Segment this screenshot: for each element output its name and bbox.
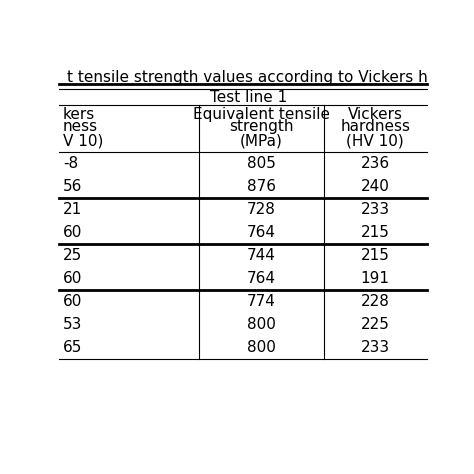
Text: 53: 53 bbox=[63, 317, 82, 332]
Text: 25: 25 bbox=[63, 248, 82, 263]
Text: 233: 233 bbox=[361, 202, 390, 217]
Text: 800: 800 bbox=[247, 317, 276, 332]
Text: 800: 800 bbox=[247, 340, 276, 355]
Text: (MPa): (MPa) bbox=[240, 133, 283, 148]
Text: 191: 191 bbox=[361, 271, 390, 286]
Text: 744: 744 bbox=[247, 248, 276, 263]
Text: kers: kers bbox=[63, 107, 95, 122]
Text: 60: 60 bbox=[63, 294, 82, 309]
Text: 764: 764 bbox=[247, 225, 276, 240]
Text: ness: ness bbox=[63, 119, 98, 135]
Text: V 10): V 10) bbox=[63, 133, 103, 148]
Text: 876: 876 bbox=[247, 179, 276, 194]
Text: 233: 233 bbox=[361, 340, 390, 355]
Text: Test line 1: Test line 1 bbox=[210, 90, 287, 105]
Text: 65: 65 bbox=[63, 340, 82, 355]
Text: -8: -8 bbox=[63, 156, 78, 171]
Text: 236: 236 bbox=[361, 156, 390, 171]
Text: 215: 215 bbox=[361, 248, 390, 263]
Text: 215: 215 bbox=[361, 225, 390, 240]
Text: 805: 805 bbox=[247, 156, 276, 171]
Text: 60: 60 bbox=[63, 271, 82, 286]
Text: 774: 774 bbox=[247, 294, 276, 309]
Text: (HV 10): (HV 10) bbox=[346, 133, 404, 148]
Text: 228: 228 bbox=[361, 294, 390, 309]
Text: Vickers: Vickers bbox=[347, 107, 403, 122]
Text: 21: 21 bbox=[63, 202, 82, 217]
Text: Equivalent tensile: Equivalent tensile bbox=[193, 107, 330, 122]
Text: 225: 225 bbox=[361, 317, 390, 332]
Text: t tensile strength values according to Vickers ha: t tensile strength values according to V… bbox=[66, 70, 437, 85]
Text: 728: 728 bbox=[247, 202, 276, 217]
Text: 60: 60 bbox=[63, 225, 82, 240]
Text: hardness: hardness bbox=[340, 119, 410, 135]
Text: strength: strength bbox=[229, 119, 293, 135]
Text: 56: 56 bbox=[63, 179, 82, 194]
Text: 240: 240 bbox=[361, 179, 390, 194]
Text: 764: 764 bbox=[247, 271, 276, 286]
